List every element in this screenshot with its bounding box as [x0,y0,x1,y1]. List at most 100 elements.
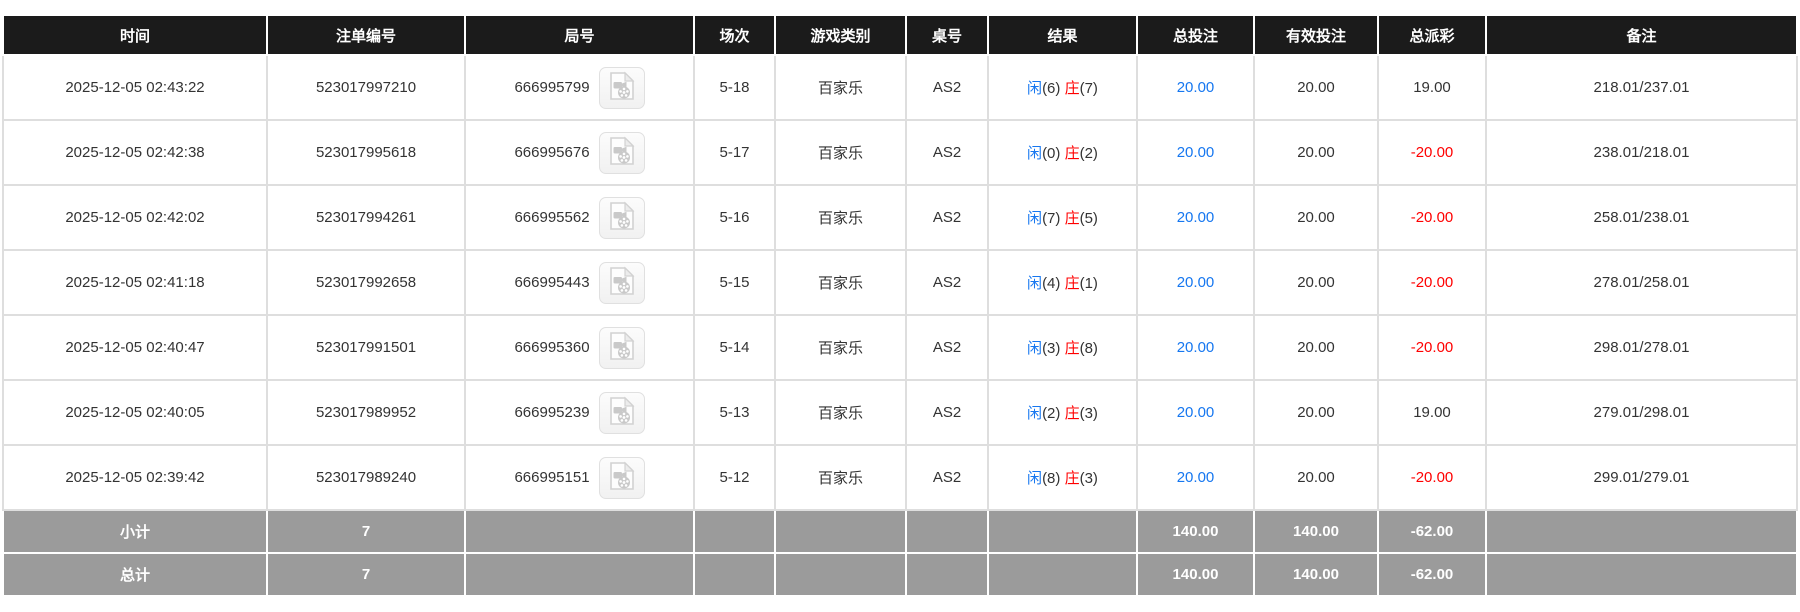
banker-label: 庄 [1064,275,1080,292]
column-header-total-bet: 总投注 [1136,16,1255,56]
video-replay-icon [609,331,635,364]
banker-score: (7) [1079,80,1098,97]
time-cell: 2025-12-05 02:41:18 [2,249,268,316]
total-payout-cell: 19.00 [1377,379,1487,446]
banker-score: (8) [1079,340,1098,357]
player-score: (8) [1042,470,1061,487]
session-cell: 5-13 [693,379,776,446]
game-type-cell: 百家乐 [774,444,907,511]
round-cell-content: 666995676 [470,131,689,174]
session-cell: 5-12 [693,444,776,511]
round-cell-content: 666995360 [470,326,689,369]
subtotal-row: 小计 7 140.00 140.00 -62.00 [2,509,1798,554]
round-cell: 666995443 [464,249,695,316]
bet-id-cell: 523017989952 [266,379,466,446]
bet-record-row: 2025-12-05 02:41:18 523017992658 666995443… [2,249,1798,316]
result-cell: 闲(8) 庄(3) [987,444,1138,511]
total-bet-cell: 20.00 [1136,54,1255,121]
table-no-cell: AS2 [905,119,989,186]
round-number: 666995239 [514,404,590,421]
valid-bet-cell: 20.00 [1253,184,1379,251]
summary-empty-result-cell [987,552,1138,597]
summary-remark-cell [1485,509,1798,554]
result-cell: 闲(3) 庄(8) [987,314,1138,381]
game-type-cell: 百家乐 [774,379,907,446]
bet-id-cell: 523017989240 [266,444,466,511]
video-replay-button[interactable] [598,66,645,109]
column-header-remark: 备注 [1485,16,1798,56]
column-header-total-payout: 总派彩 [1377,16,1487,56]
table-no-cell: AS2 [905,249,989,316]
session-cell: 5-18 [693,54,776,121]
column-header-bet-id: 注单编号 [266,16,466,56]
column-header-session: 场次 [693,16,776,56]
session-cell: 5-14 [693,314,776,381]
bet-id-cell: 523017991501 [266,314,466,381]
round-cell: 666995562 [464,184,695,251]
round-number: 666995799 [514,79,590,96]
game-type-cell: 百家乐 [774,184,907,251]
round-cell: 666995799 [464,54,695,121]
game-type-cell: 百家乐 [774,314,907,381]
banker-score: (2) [1079,145,1098,162]
video-replay-button[interactable] [598,131,645,174]
round-cell-content: 666995562 [470,196,689,239]
table-no-cell: AS2 [905,184,989,251]
video-replay-button[interactable] [598,196,645,239]
summary-remark-cell [1485,552,1798,597]
session-cell: 5-17 [693,119,776,186]
session-cell: 5-16 [693,184,776,251]
summary-total-payout-cell: -62.00 [1377,552,1487,597]
total-bet-cell: 20.00 [1136,314,1255,381]
table-header: 时间 注单编号 局号 场次 游戏类别 桌号 结果 总投注 有效投注 总派彩 备注 [2,16,1798,56]
column-header-round: 局号 [464,16,695,56]
summary-total-bet-cell: 140.00 [1136,509,1255,554]
summary-count-cell: 7 [266,552,466,597]
video-replay-icon [609,266,635,299]
bet-records-table: 时间 注单编号 局号 场次 游戏类别 桌号 结果 总投注 有效投注 总派彩 备注… [2,16,1798,597]
total-payout-cell: -20.00 [1377,249,1487,316]
total-bet-cell: 20.00 [1136,119,1255,186]
video-replay-button[interactable] [598,261,645,304]
player-score: (2) [1042,405,1061,422]
video-replay-button[interactable] [598,391,645,434]
round-cell: 666995360 [464,314,695,381]
total-payout-cell: -20.00 [1377,184,1487,251]
time-cell: 2025-12-05 02:42:38 [2,119,268,186]
bet-record-row: 2025-12-05 02:42:02 523017994261 666995562… [2,184,1798,251]
banker-label: 庄 [1064,80,1080,97]
valid-bet-cell: 20.00 [1253,119,1379,186]
banker-score: (3) [1079,405,1098,422]
result-cell: 闲(6) 庄(7) [987,54,1138,121]
video-replay-icon [609,396,635,429]
time-cell: 2025-12-05 02:42:02 [2,184,268,251]
video-replay-icon [609,136,635,169]
player-score: (4) [1042,275,1061,292]
summary-label-cell: 小计 [2,509,268,554]
result-cell: 闲(2) 庄(3) [987,379,1138,446]
player-label: 闲 [1027,145,1043,162]
video-replay-button[interactable] [598,326,645,369]
round-number: 666995676 [514,144,590,161]
summary-empty-table-no-cell [905,509,989,554]
round-number: 666995562 [514,209,590,226]
bet-id-cell: 523017992658 [266,249,466,316]
round-number: 666995360 [514,339,590,356]
round-number: 666995443 [514,274,590,291]
video-replay-button[interactable] [598,456,645,499]
time-cell: 2025-12-05 02:39:42 [2,444,268,511]
summary-empty-game-type-cell [774,509,907,554]
player-label: 闲 [1027,275,1043,292]
summary-valid-bet-cell: 140.00 [1253,509,1379,554]
valid-bet-cell: 20.00 [1253,54,1379,121]
summary-empty-game-type-cell [774,552,907,597]
summary-empty-round-cell [464,552,695,597]
banker-score: (5) [1079,210,1098,227]
round-cell-content: 666995239 [470,391,689,434]
round-cell: 666995151 [464,444,695,511]
player-label: 闲 [1027,210,1043,227]
session-cell: 5-15 [693,249,776,316]
column-header-result: 结果 [987,16,1138,56]
total-payout-cell: -20.00 [1377,314,1487,381]
player-label: 闲 [1027,340,1043,357]
